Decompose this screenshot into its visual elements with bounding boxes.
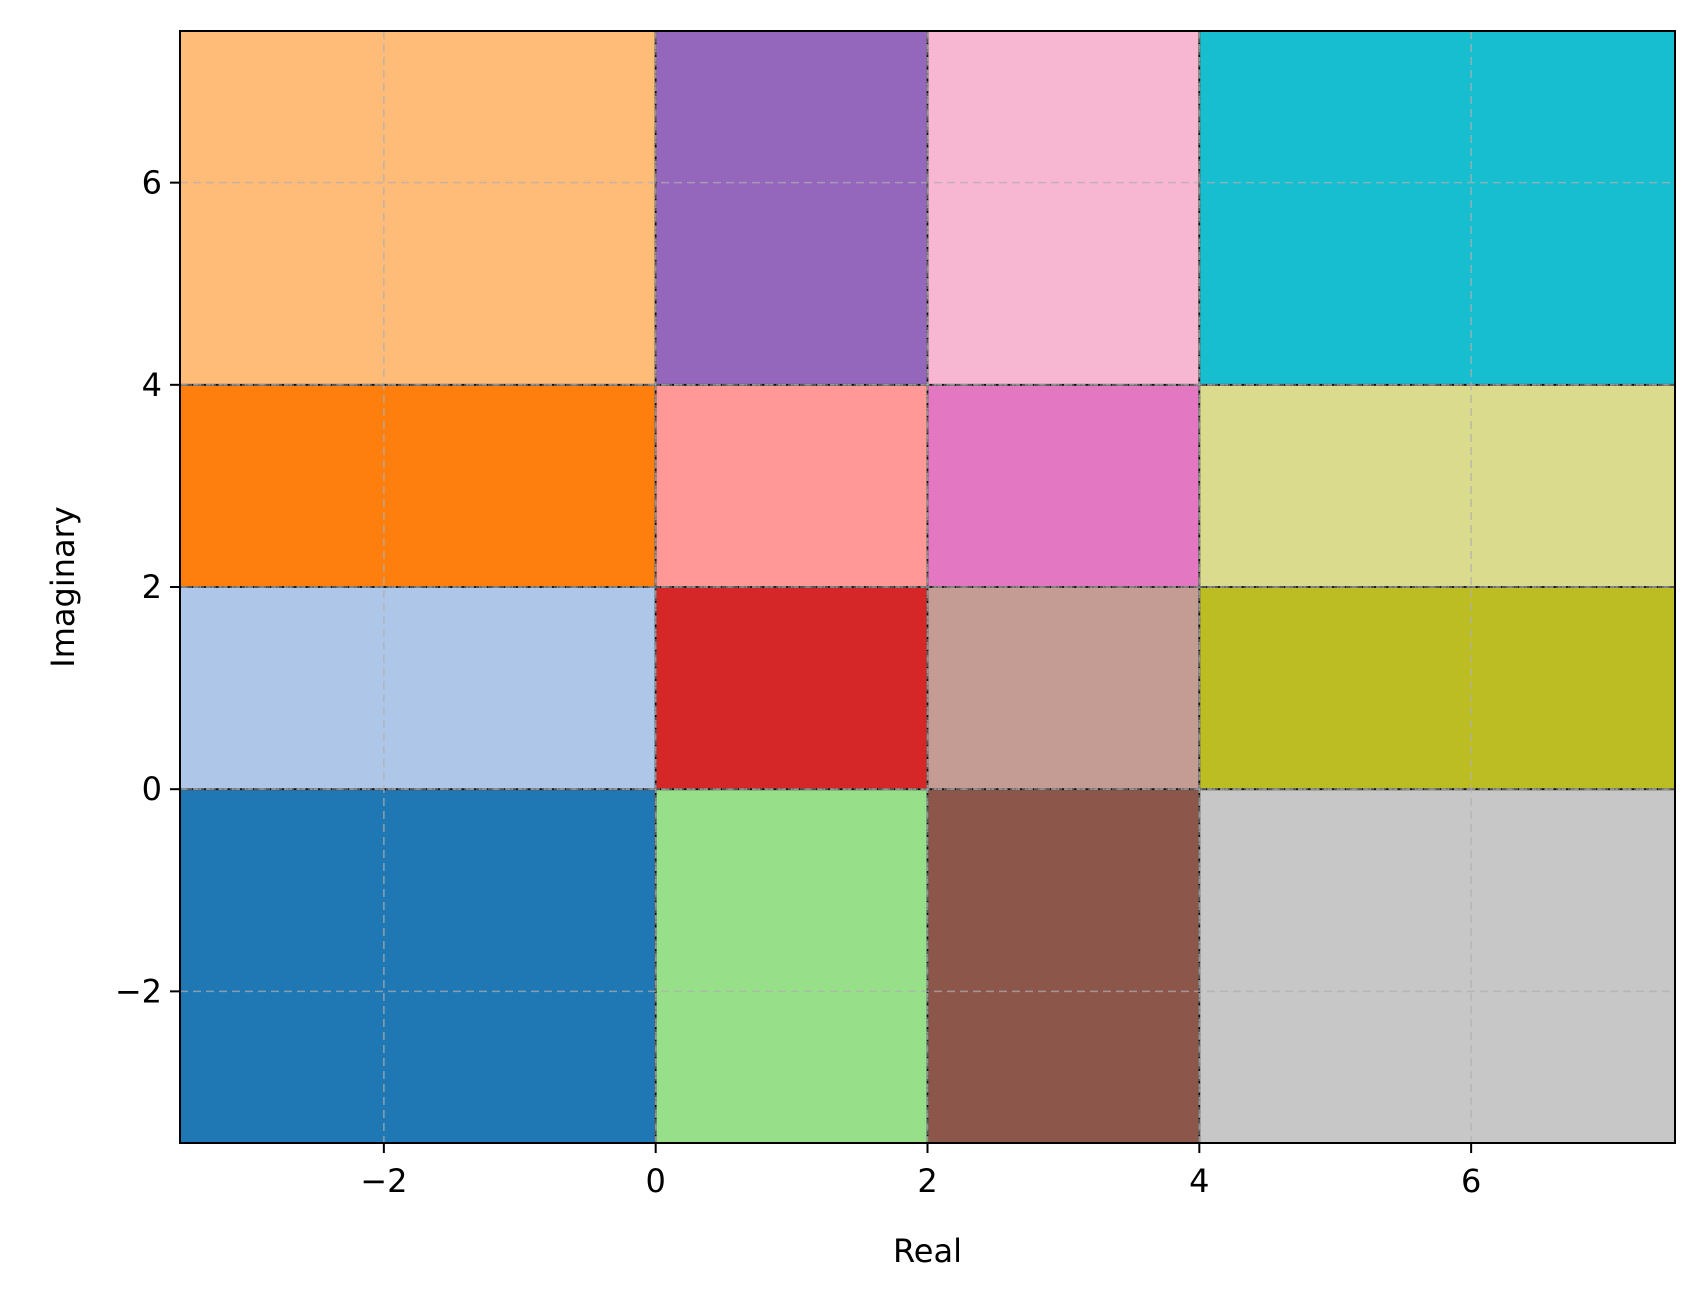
y-axis-label: Imaginary [44, 506, 82, 667]
x-tick-label-2: 2 [917, 1162, 937, 1200]
heatmap-cell-c1-r0 [654, 788, 929, 1144]
heatmap-cell-c1-r3 [654, 30, 929, 386]
x-tick-label-1: 0 [646, 1162, 666, 1200]
grid-layer [180, 31, 1675, 1143]
heatmap-cell-c2-r2 [926, 383, 1201, 588]
heatmap-cell-c0-r0 [179, 788, 657, 1144]
heatmap-cell-c0-r3 [179, 30, 657, 386]
y-tick-label-3: 4 [142, 366, 162, 404]
heatmap-cell-c1-r1 [654, 586, 929, 791]
cells-layer [179, 30, 1677, 1144]
x-tick-label-3: 4 [1189, 1162, 1209, 1200]
heatmap-cell-c3-r1 [1198, 586, 1677, 791]
heatmap-cell-c3-r3 [1198, 30, 1677, 386]
x-tick-label-0: −2 [360, 1162, 407, 1200]
y-tick-label-2: 2 [142, 568, 162, 606]
heatmap-cell-c2-r1 [926, 586, 1201, 791]
plot-frame [179, 30, 1676, 1144]
heatmap-cell-c2-r0 [926, 788, 1201, 1144]
y-tick-label-0: −2 [115, 972, 162, 1010]
ticks-layer: −2 0 2 4 6 −2 0 2 4 6 [115, 164, 1481, 1200]
heatmap-cell-c3-r2 [1198, 383, 1677, 588]
heatmap-cell-c0-r1 [179, 586, 657, 791]
heatmap-cell-c0-r2 [179, 383, 657, 588]
y-tick-label-1: 0 [142, 770, 162, 808]
y-tick-label-4: 6 [142, 164, 162, 202]
heatmap-cell-c2-r3 [926, 30, 1201, 386]
heatmap-cell-c1-r2 [654, 383, 929, 588]
x-axis-label: Real [893, 1232, 962, 1270]
x-tick-label-4: 6 [1461, 1162, 1481, 1200]
heatmap-cell-c3-r0 [1198, 788, 1677, 1144]
